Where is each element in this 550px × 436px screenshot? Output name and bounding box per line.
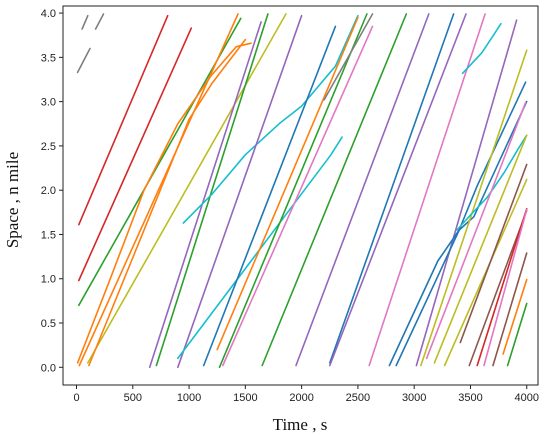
series-line-29 <box>395 100 528 367</box>
series-line-36 <box>468 209 528 367</box>
series-line-13 <box>182 14 359 224</box>
y-tick-label: 1.0 <box>41 274 56 286</box>
series-line-5 <box>78 27 193 282</box>
series-line-38 <box>483 208 528 367</box>
series-line-10 <box>88 38 247 367</box>
series-line-17 <box>216 16 359 351</box>
series-line-26 <box>461 22 502 75</box>
x-axis-ticks: 0 500 1000 1500 2000 2500 3000 3500 4000 <box>73 385 539 404</box>
series-line-4 <box>78 14 169 226</box>
y-tick-label: 0.5 <box>41 318 56 330</box>
series-line-33 <box>433 134 528 364</box>
series-line-1 <box>81 14 89 30</box>
series-line-25 <box>368 13 486 367</box>
x-tick-label: 2000 <box>289 392 313 404</box>
series-line-31 <box>456 134 528 231</box>
series-line-2 <box>94 13 105 30</box>
x-tick-label: 3500 <box>458 392 482 404</box>
series-line-7 <box>76 42 252 364</box>
y-tick-label: 3.0 <box>41 97 56 109</box>
series-line-20 <box>323 13 374 101</box>
series-line-39 <box>492 252 528 367</box>
series-line-35 <box>459 163 528 344</box>
series-line-23 <box>328 13 455 364</box>
series-line-19 <box>222 25 374 367</box>
series-line-27 <box>415 19 518 367</box>
series-line-15 <box>177 136 343 360</box>
series-line-8 <box>78 13 239 367</box>
y-tick-label: 2.0 <box>41 185 56 197</box>
series-line-12 <box>155 13 269 367</box>
x-tick-label: 4000 <box>515 392 539 404</box>
y-axis-label: Space , n mile <box>3 152 22 248</box>
plot-area: 0 500 1000 1500 2000 2500 3000 3500 4000 0.0 0.5 1… <box>41 5 539 404</box>
y-tick-label: 3.5 <box>41 52 56 64</box>
y-axis-ticks: 0.0 0.5 1.0 1.5 2.0 2.5 3.0 3.5 4.0 <box>41 8 63 374</box>
series-line-37 <box>476 208 528 367</box>
series-layer <box>76 13 528 369</box>
series-line-18 <box>218 13 368 369</box>
series-line-3 <box>76 47 91 74</box>
series-line-41 <box>506 302 528 367</box>
series-line-9 <box>87 13 287 364</box>
x-axis-label: Time , s <box>273 415 328 434</box>
x-tick-label: 2500 <box>346 392 370 404</box>
y-tick-label: 4.0 <box>41 8 56 20</box>
series-line-14 <box>177 14 303 369</box>
y-tick-label: 1.5 <box>41 229 56 241</box>
y-tick-label: 2.5 <box>41 141 56 153</box>
series-line-21 <box>261 13 408 367</box>
series-line-30 <box>420 49 528 367</box>
series-line-16 <box>202 25 337 367</box>
x-tick-label: 500 <box>124 392 142 404</box>
y-tick-label: 0.0 <box>41 362 56 374</box>
series-line-11 <box>148 21 262 369</box>
x-tick-label: 3000 <box>402 392 426 404</box>
series-line-22 <box>295 13 430 367</box>
x-tick-label: 0 <box>73 392 79 404</box>
series-line-40 <box>502 278 528 355</box>
x-tick-label: 1000 <box>177 392 201 404</box>
x-tick-label: 1500 <box>233 392 257 404</box>
series-line-32 <box>425 101 527 360</box>
plot-frame <box>62 5 539 386</box>
series-line-24 <box>328 13 467 367</box>
